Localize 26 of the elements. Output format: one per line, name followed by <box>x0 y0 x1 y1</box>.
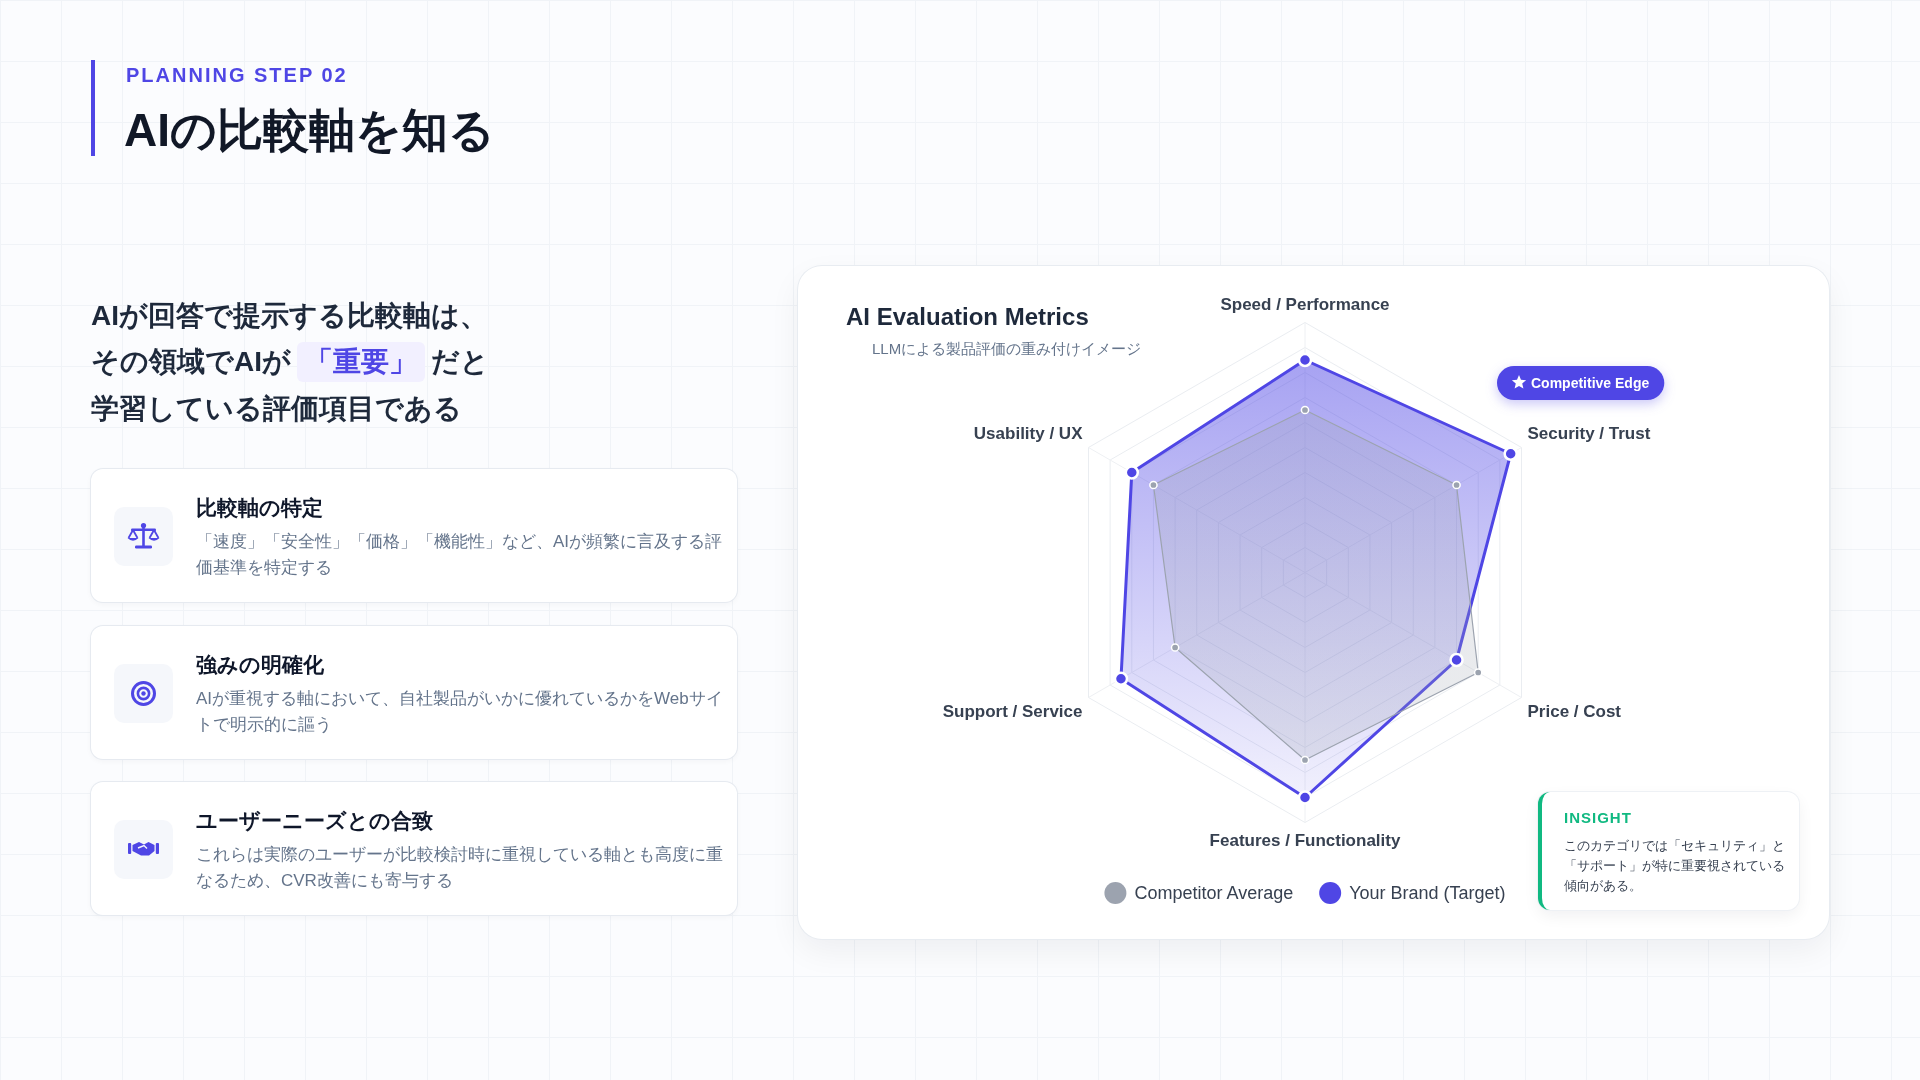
spoke-label: Security / Trust <box>1527 424 1651 443</box>
text: LLMによる製品評価の重み付けイメージ <box>872 339 1142 357</box>
text: PLANNING STEP 02 <box>126 63 348 87</box>
text: 「速度」「安全性」「価格」「機能性」など、AIが頻繁に言及する評価基準を特定する <box>196 531 724 579</box>
spoke-label: Speed / Performance <box>1220 295 1390 314</box>
text: Competitive Edge <box>1531 375 1650 391</box>
spoke-label: Price / Cost <box>1527 702 1622 721</box>
spoke-label: Support / Service <box>942 702 1083 721</box>
text: このカテゴリでは「セキュリティ」と「サポート」が特に重要視されている傾向がある。 <box>1564 837 1786 895</box>
text: 強みの明確化 <box>196 652 324 678</box>
legend-label: Competitor Average <box>1134 883 1294 903</box>
text: ユーザーニーズとの合致 <box>196 808 433 834</box>
chart-title: AI Evaluation Metrics <box>846 302 1089 330</box>
text: AIが重視する軸において、自社製品がいかに優れているかをWebサイトで明示的に謳う <box>196 688 724 736</box>
spoke-label: Usability / UX <box>973 424 1084 443</box>
text: 比較軸の特定 <box>196 495 323 521</box>
text: 「重要」 <box>297 342 425 382</box>
text: その領域でAIが <box>91 346 291 377</box>
text: AIの比較軸を知る <box>124 103 495 158</box>
text: INSIGHT <box>1564 808 1633 828</box>
text: だと <box>431 346 489 377</box>
legend-label: Your Brand (Target) <box>1349 883 1506 903</box>
text: これらは実際のユーザーが比較検討時に重視している軸とも高度に重なるため、CVR改善にも寄与する <box>196 844 724 892</box>
spoke-label: Features / Functionality <box>1209 831 1401 850</box>
text: 学習している評価項目である <box>91 392 462 426</box>
text: AIが回答で提示する比較軸は、 <box>91 299 488 333</box>
